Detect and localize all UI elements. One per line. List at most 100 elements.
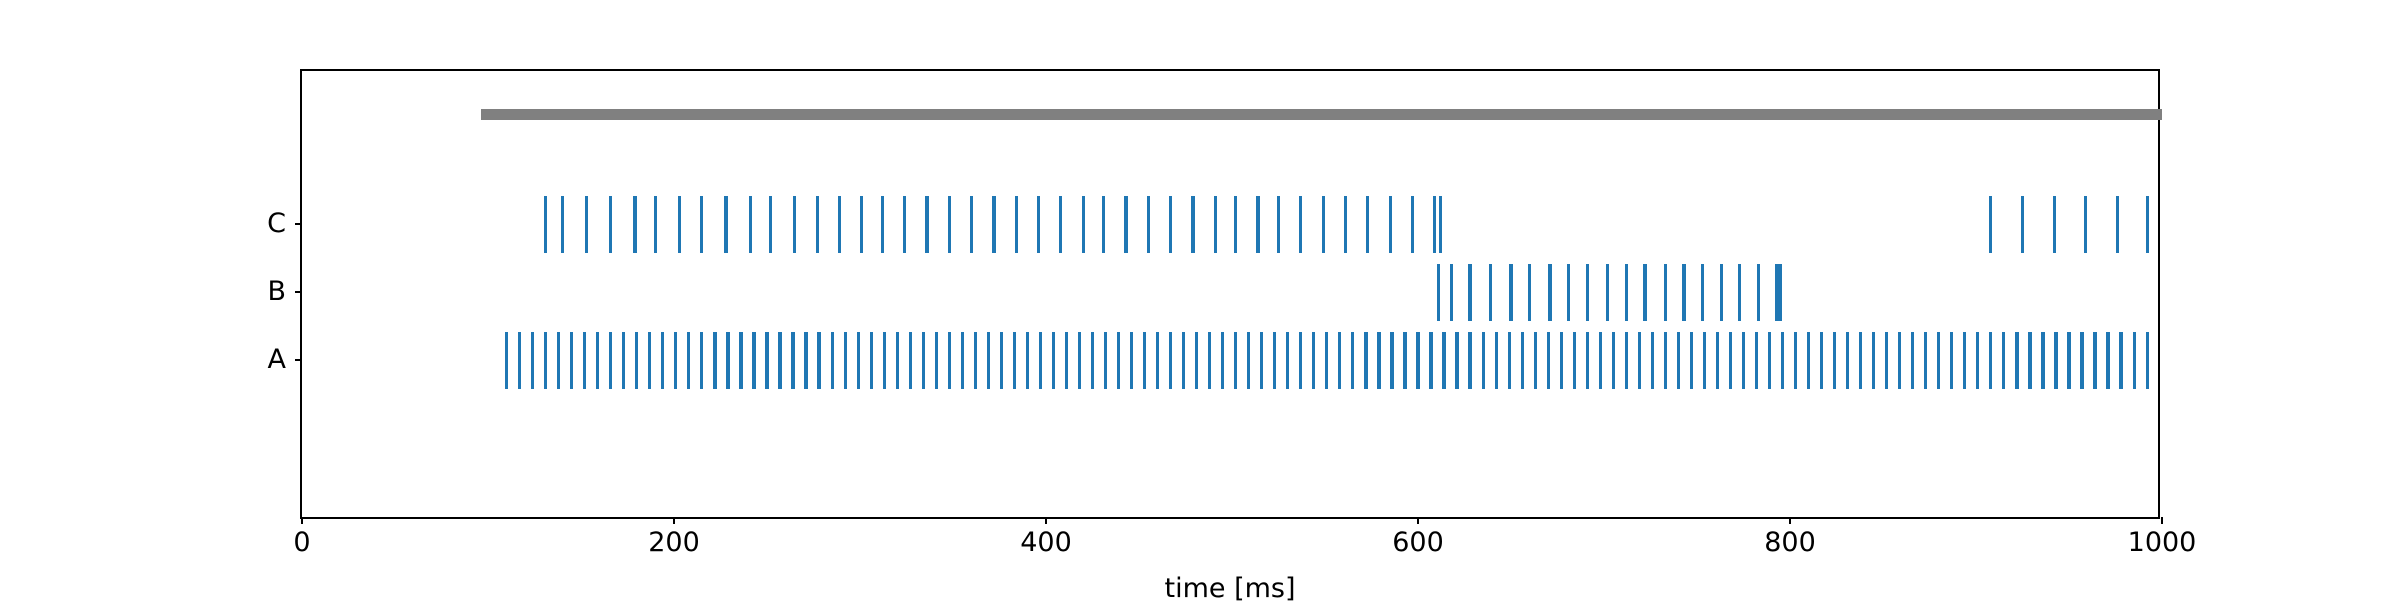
spike-mark bbox=[1038, 331, 1042, 389]
spike-mark bbox=[1343, 195, 1348, 253]
spike-mark bbox=[1191, 195, 1195, 253]
spike-mark bbox=[1077, 331, 1082, 389]
spike-mark bbox=[1312, 331, 1316, 389]
spike-mark bbox=[791, 331, 795, 389]
spike-mark bbox=[1388, 195, 1392, 253]
spike-mark bbox=[713, 331, 717, 389]
spike-mark bbox=[1321, 195, 1325, 253]
spike-mark bbox=[1081, 195, 1085, 253]
spike-mark bbox=[2145, 195, 2149, 253]
spike-mark bbox=[505, 331, 509, 389]
spike-mark bbox=[1182, 331, 1186, 389]
spike-mark bbox=[1728, 331, 1733, 389]
spike-mark bbox=[1366, 195, 1370, 253]
spike-mark bbox=[1533, 331, 1537, 389]
x-axis-label: time [ms] bbox=[1164, 573, 1296, 604]
spike-mark bbox=[1780, 331, 1785, 389]
x-tick-mark bbox=[672, 517, 676, 524]
spike-mark bbox=[1872, 331, 1876, 389]
spike-mark bbox=[1624, 263, 1628, 321]
x-tick-label: 0 bbox=[293, 527, 311, 558]
spike-mark bbox=[973, 331, 977, 389]
spike-mark bbox=[778, 331, 782, 389]
spike-mark bbox=[769, 195, 773, 253]
spike-mark bbox=[739, 331, 743, 389]
spike-mark bbox=[1598, 331, 1602, 389]
spike-mark bbox=[622, 331, 626, 389]
spike-mark bbox=[817, 331, 821, 389]
spike-mark bbox=[882, 331, 886, 389]
spike-mark bbox=[1898, 331, 1902, 389]
spike-mark bbox=[793, 195, 797, 253]
spike-mark bbox=[1572, 331, 1576, 389]
spike-mark bbox=[1682, 263, 1686, 321]
spike-mark bbox=[1036, 195, 1041, 253]
spike-mark bbox=[1213, 195, 1217, 253]
spike-mark bbox=[1090, 331, 1095, 389]
spike-mark bbox=[2002, 331, 2006, 389]
y-tick-mark bbox=[295, 358, 302, 362]
spike-mark bbox=[1142, 331, 1147, 389]
spike-mark bbox=[880, 195, 884, 253]
spike-mark bbox=[960, 331, 964, 389]
spike-mark bbox=[2052, 195, 2056, 253]
x-tick-mark bbox=[1788, 517, 1792, 524]
spike-mark bbox=[1124, 195, 1128, 253]
spike-mark bbox=[1276, 195, 1281, 253]
spike-mark bbox=[921, 331, 925, 389]
spike-mark bbox=[1779, 263, 1783, 321]
spike-mark bbox=[609, 331, 613, 389]
spike-mark bbox=[837, 195, 842, 253]
spike-mark bbox=[1064, 331, 1069, 389]
spike-mark bbox=[1103, 331, 1108, 389]
spike-mark bbox=[2020, 195, 2025, 253]
spike-mark bbox=[1025, 331, 1029, 389]
spike-mark bbox=[1756, 263, 1760, 321]
spike-mark bbox=[1548, 263, 1552, 321]
spike-mark bbox=[1234, 331, 1238, 389]
spike-mark bbox=[1338, 331, 1342, 389]
spike-mark bbox=[1449, 263, 1454, 321]
spike-mark bbox=[1221, 331, 1225, 389]
spike-mark bbox=[560, 195, 564, 253]
spike-mark bbox=[544, 195, 548, 253]
spike-mark bbox=[1559, 331, 1563, 389]
spike-mark bbox=[584, 195, 589, 253]
spike-mark bbox=[1989, 331, 1993, 389]
spike-mark bbox=[1260, 331, 1264, 389]
y-tick-label: A bbox=[267, 344, 286, 375]
spike-mark bbox=[518, 331, 522, 389]
spike-mark bbox=[1014, 195, 1018, 253]
spike-mark bbox=[1012, 331, 1016, 389]
spike-mark bbox=[2084, 195, 2088, 253]
spike-mark bbox=[1256, 195, 1260, 253]
spike-mark bbox=[1767, 331, 1772, 389]
spike-mark bbox=[1299, 331, 1303, 389]
spike-mark bbox=[815, 195, 819, 253]
spike-mark bbox=[1520, 331, 1524, 389]
spike-mark bbox=[726, 331, 730, 389]
spike-mark bbox=[1833, 331, 1837, 389]
spike-mark bbox=[869, 331, 873, 389]
spike-mark bbox=[1429, 331, 1433, 389]
spike-mark bbox=[843, 331, 847, 389]
x-tick-label: 400 bbox=[1020, 527, 1072, 558]
spike-mark bbox=[1676, 331, 1680, 389]
spike-mark bbox=[633, 195, 637, 253]
spike-mark bbox=[724, 195, 728, 253]
y-tick-label: C bbox=[267, 208, 286, 239]
spike-mark bbox=[674, 331, 678, 389]
spike-mark bbox=[1611, 331, 1615, 389]
spike-mark bbox=[1436, 263, 1441, 321]
spike-mark bbox=[1169, 195, 1173, 253]
spike-mark bbox=[2028, 331, 2032, 389]
spike-mark bbox=[1403, 331, 1407, 389]
spike-mark bbox=[2093, 331, 2097, 389]
spike-mark bbox=[1468, 263, 1472, 321]
spike-mark bbox=[1488, 263, 1493, 321]
spike-mark bbox=[1719, 263, 1723, 321]
spike-mark bbox=[765, 331, 769, 389]
spike-mark bbox=[2041, 331, 2045, 389]
spike-mark bbox=[999, 331, 1003, 389]
spike-mark bbox=[925, 195, 929, 253]
